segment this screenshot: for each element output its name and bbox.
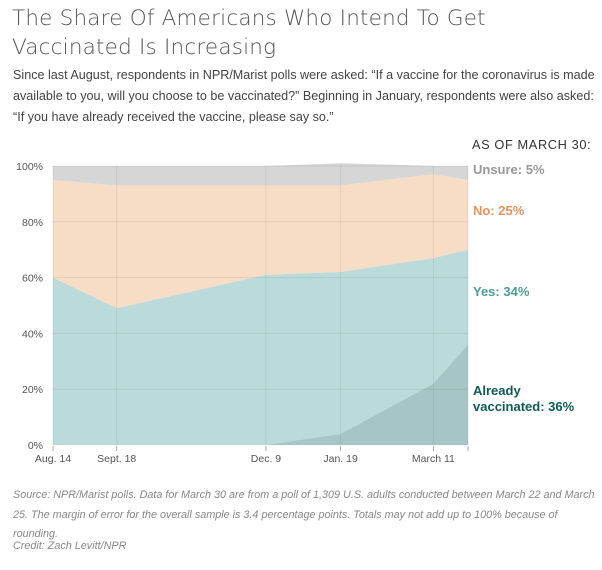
area-no	[53, 174, 468, 309]
source-note: Source: NPR/Marist polls. Data for March…	[13, 489, 595, 540]
y-tick-label: 100%	[16, 161, 43, 173]
legend-yes: Yes: 34%	[473, 284, 530, 299]
legend-unsure: Unsure: 5%	[473, 162, 545, 177]
legend-heading: AS OF MARCH 30:	[472, 137, 592, 152]
area-yes	[53, 249, 468, 445]
legend-already-vaccinated: Already vaccinated: 36%	[473, 383, 593, 415]
y-tick-label: 0%	[28, 440, 43, 452]
y-tick-label: 20%	[22, 384, 43, 396]
credit-note: Credit: Zach Levitt/NPR	[13, 540, 127, 552]
y-tick-label: 60%	[22, 273, 43, 285]
x-axis: Aug. 14 Sept. 18 Dec. 9 Jan. 19 March 11	[35, 446, 469, 465]
y-tick-label: 80%	[22, 217, 43, 229]
chart-areas	[53, 163, 468, 445]
y-axis: 0% 20% 40% 60% 80% 100%	[16, 161, 43, 452]
x-tick-label: Aug. 14	[35, 453, 71, 465]
legend-already-vaccinated-line1: Already	[473, 383, 521, 398]
legend-no: No: 25%	[473, 203, 525, 218]
chart-subtitle: Since last August, respondents in NPR/Ma…	[13, 68, 595, 124]
chart-gridlines	[52, 165, 469, 446]
stacked-area-chart: 0% 20% 40% 60% 80% 100% Aug. 14 Sept. 18 Dec. 9…	[16, 161, 469, 465]
x-tick-label: March 11	[412, 453, 455, 465]
x-tick-label: Jan. 19	[323, 453, 358, 465]
x-tick-label: Sept. 18	[97, 453, 136, 465]
x-tick-label: Dec. 9	[251, 453, 282, 465]
chart-title: The Share Of Americans Who Intend To Get…	[12, 6, 486, 60]
legend-already-vaccinated-line2: vaccinated: 36%	[473, 399, 575, 414]
y-tick-label: 40%	[22, 328, 43, 340]
area-unsure	[53, 163, 468, 186]
area-already-vaccinated	[265, 344, 468, 445]
